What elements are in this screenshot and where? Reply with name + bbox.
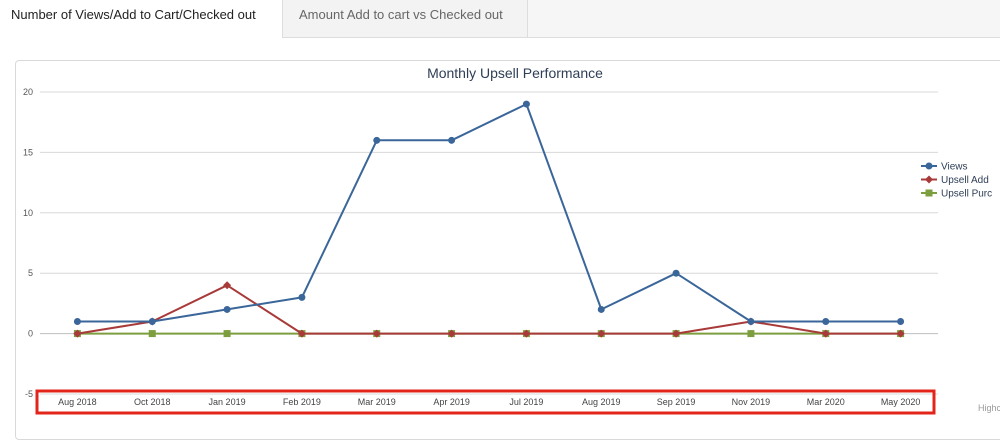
x-tick-label: Jul 2019 (509, 397, 543, 407)
data-point-circle (597, 305, 605, 313)
data-point-diamond (447, 329, 456, 338)
data-point-diamond (672, 329, 681, 338)
data-point-circle (522, 100, 530, 108)
y-tick-label: 5 (28, 268, 33, 278)
y-tick-label: 15 (23, 147, 33, 157)
legend-marker-square (925, 189, 933, 197)
chart-panel (15, 60, 1000, 440)
y-tick-label: 0 (28, 329, 33, 339)
series-line-views (77, 103, 901, 323)
x-tick-label: Sep 2019 (657, 397, 696, 407)
x-tick-label: Aug 2019 (582, 397, 621, 407)
y-tick-label: -5 (25, 389, 33, 399)
legend-marker-diamond (925, 175, 933, 184)
data-point-circle (73, 318, 81, 326)
tab-amount-cart-vs-checkout[interactable]: Amount Add to cart vs Checked out (283, 0, 528, 37)
series-line-upsell-add (77, 284, 901, 335)
data-point-circle (897, 318, 905, 326)
x-tick-label: Apr 2019 (433, 397, 470, 407)
legend-label: Views (941, 162, 968, 173)
tab-views-cart-checkout[interactable]: Number of Views/Add to Cart/Checked out (0, 0, 283, 38)
data-point-diamond (73, 329, 82, 338)
y-tick-label: 20 (23, 87, 33, 97)
x-tick-label: May 2020 (881, 397, 921, 407)
x-tick-label: Mar 2020 (807, 397, 845, 407)
chart-title: Monthly Upsell Performance (427, 65, 603, 81)
data-point-circle (223, 305, 231, 313)
x-tick-label: Jan 2019 (209, 397, 246, 407)
data-point-circle (298, 293, 306, 301)
legend-label: Upsell Add (941, 175, 989, 186)
data-point-circle (747, 318, 755, 326)
data-point-circle (672, 269, 680, 277)
data-point-circle (373, 136, 381, 144)
tab-bar: Number of Views/Add to Cart/Checked out … (0, 0, 1000, 38)
data-point-circle (448, 136, 456, 144)
chart-credit: Highc (978, 403, 1000, 413)
x-tick-label: Mar 2019 (358, 397, 396, 407)
data-point-diamond (297, 329, 306, 338)
legend-marker-circle (925, 162, 933, 170)
y-tick-label: 10 (23, 208, 33, 218)
data-point-square (148, 330, 156, 338)
x-axis-highlight-box (35, 389, 936, 415)
data-point-circle (148, 318, 156, 326)
data-point-diamond (597, 329, 606, 338)
x-tick-label: Feb 2019 (283, 397, 321, 407)
x-tick-label: Oct 2018 (134, 397, 171, 407)
line-chart: Monthly Upsell Performance 20 15 10 5 0 -5 Aug … (23, 65, 1000, 415)
data-point-diamond (821, 329, 830, 338)
data-point-square (223, 330, 231, 338)
data-point-diamond (896, 329, 905, 338)
data-point-circle (822, 318, 830, 326)
data-point-diamond (372, 329, 381, 338)
legend-label: Upsell Purc (941, 189, 992, 200)
data-point-diamond (522, 329, 531, 338)
data-point-square (747, 330, 755, 338)
x-tick-label: Aug 2018 (58, 397, 97, 407)
x-tick-label: Nov 2019 (732, 397, 771, 407)
data-point-diamond (223, 281, 232, 290)
